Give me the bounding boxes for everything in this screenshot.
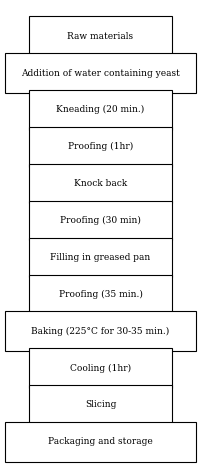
Text: Proofing (30 min): Proofing (30 min) [60,216,140,225]
FancyBboxPatch shape [29,201,171,240]
Text: Filling in greased pan: Filling in greased pan [50,253,150,262]
FancyBboxPatch shape [5,312,195,351]
Text: Cooling (1hr): Cooling (1hr) [70,363,130,373]
FancyBboxPatch shape [5,422,195,462]
Text: Raw materials: Raw materials [67,31,133,41]
FancyBboxPatch shape [29,238,171,277]
Text: Proofing (1hr): Proofing (1hr) [68,142,132,151]
FancyBboxPatch shape [29,385,171,425]
Text: Packaging and storage: Packaging and storage [48,437,152,446]
FancyBboxPatch shape [29,90,171,130]
Text: Addition of water containing yeast: Addition of water containing yeast [21,69,179,78]
Text: Baking (225°C for 30-35 min.): Baking (225°C for 30-35 min.) [31,327,169,336]
FancyBboxPatch shape [29,274,171,314]
Text: Slicing: Slicing [84,400,116,409]
FancyBboxPatch shape [5,53,195,93]
FancyBboxPatch shape [29,127,171,166]
Text: Knock back: Knock back [74,179,126,188]
Text: Kneading (20 min.): Kneading (20 min.) [56,105,144,115]
Text: Proofing (35 min.): Proofing (35 min.) [58,290,142,299]
FancyBboxPatch shape [29,16,171,56]
FancyBboxPatch shape [29,164,171,204]
FancyBboxPatch shape [29,348,171,388]
